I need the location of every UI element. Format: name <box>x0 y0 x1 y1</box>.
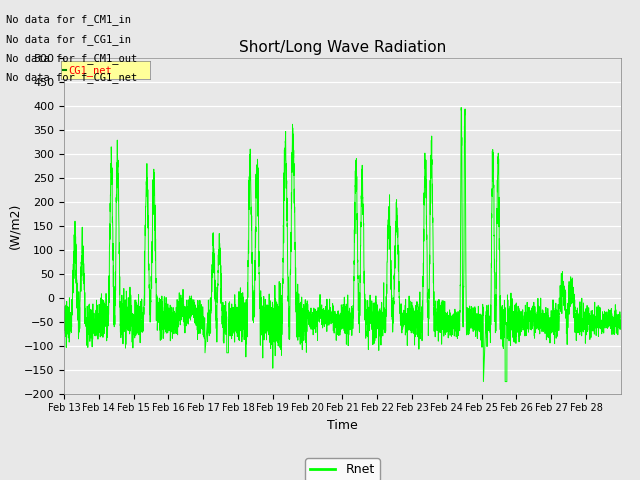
Legend: Rnet: Rnet <box>305 458 380 480</box>
Title: Short/Long Wave Radiation: Short/Long Wave Radiation <box>239 40 446 55</box>
Y-axis label: (W/m2): (W/m2) <box>8 203 21 249</box>
Text: CG1_net: CG1_net <box>68 65 112 75</box>
Text: No data for f_CM1_in: No data for f_CM1_in <box>6 14 131 25</box>
X-axis label: Time: Time <box>327 419 358 432</box>
Text: No data for f_CG1_net: No data for f_CG1_net <box>6 72 138 83</box>
Text: No data for f_CG1_in: No data for f_CG1_in <box>6 34 131 45</box>
Text: No data for f_CM1_out: No data for f_CM1_out <box>6 53 138 64</box>
